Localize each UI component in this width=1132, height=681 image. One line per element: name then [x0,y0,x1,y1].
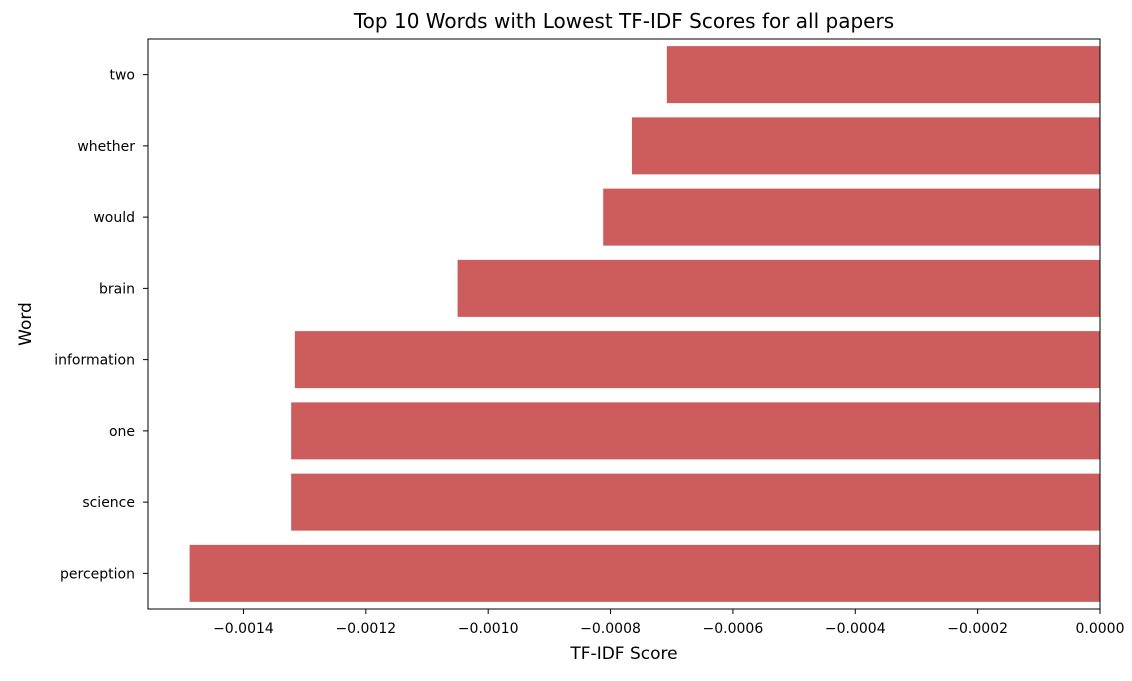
x-tick-label: −0.0002 [947,621,1008,637]
y-tick-label: whether [77,139,135,155]
x-tick-label: −0.0012 [335,621,396,637]
bar-two [666,46,1100,104]
x-tick-label: 0.0000 [1076,621,1125,637]
y-tick-label: one [109,424,135,440]
bar-whether [631,117,1100,175]
y-tick-label: would [93,210,135,226]
x-tick-label: −0.0010 [458,621,519,637]
bar-information [294,331,1101,389]
y-tick-label: science [82,495,135,511]
x-ticks-group: −0.0014 −0.0012 −0.0010 −0.0008 −0.0006 −0.00… [213,609,1125,637]
bar-science [291,473,1100,531]
x-tick-label: −0.0004 [825,621,886,637]
y-ticks-group: perception science one information brain woul… [54,68,148,582]
y-tick-label: two [109,68,135,84]
bar-one [291,402,1100,460]
y-tick-label: information [54,353,135,369]
y-tick-label: brain [99,281,135,297]
y-axis-label: Word [16,302,36,346]
x-tick-label: −0.0014 [213,621,274,637]
bar-would [603,188,1100,246]
x-tick-label: −0.0006 [703,621,764,637]
x-tick-label: −0.0008 [580,621,641,637]
bar-perception [189,544,1100,602]
plot-frame [147,38,1101,610]
y-tick-label: perception [60,566,135,582]
x-axis-label: TF-IDF Score [569,644,677,664]
bar-brain [457,259,1100,317]
bars-group [189,46,1101,602]
chart-title: Top 10 Words with Lowest TF-IDF Scores f… [353,9,894,33]
